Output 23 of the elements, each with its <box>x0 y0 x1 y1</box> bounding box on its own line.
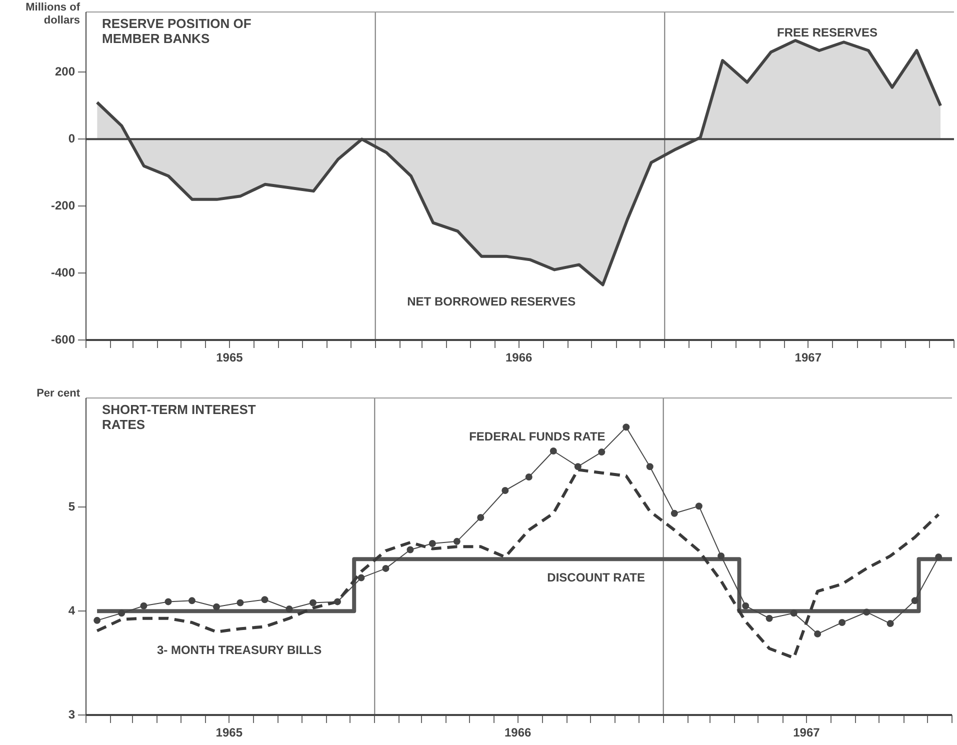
annotation: FREE RESERVES <box>777 25 878 40</box>
y-tick-label: 200 <box>54 64 76 79</box>
text: SHORT-TERM INTEREST RATES <box>102 402 256 432</box>
x-tick-label: 1965 <box>216 350 244 365</box>
x-tick-label: 1966 <box>504 726 532 740</box>
annotation: NET BORROWED RESERVES <box>407 294 576 309</box>
y-tick-label: -600 <box>50 332 76 346</box>
y-tick-label: 5 <box>68 499 76 514</box>
series-label: FEDERAL FUNDS RATE <box>469 430 606 444</box>
text: RESERVE POSITION OF MEMBER BANKS <box>102 16 252 46</box>
y-axis-title: Millions of dollars <box>26 2 80 27</box>
series-label: 3- MONTH TREASURY BILLS <box>156 642 322 657</box>
x-tick-label: 1965 <box>216 726 243 740</box>
series-label: DISCOUNT RATE <box>547 570 645 585</box>
y-tick-label: -400 <box>50 265 76 280</box>
y-tick-label: -200 <box>50 198 76 212</box>
y-tick-label: 0 <box>68 131 76 146</box>
x-tick-label: 1966 <box>505 350 532 365</box>
x-tick-label: 1967 <box>794 350 822 365</box>
x-tick-label: 1967 <box>793 726 820 740</box>
y-tick-label: 3 <box>68 707 76 722</box>
y-tick-label: 4 <box>68 603 76 618</box>
y-axis-title: Per cent <box>36 388 80 400</box>
